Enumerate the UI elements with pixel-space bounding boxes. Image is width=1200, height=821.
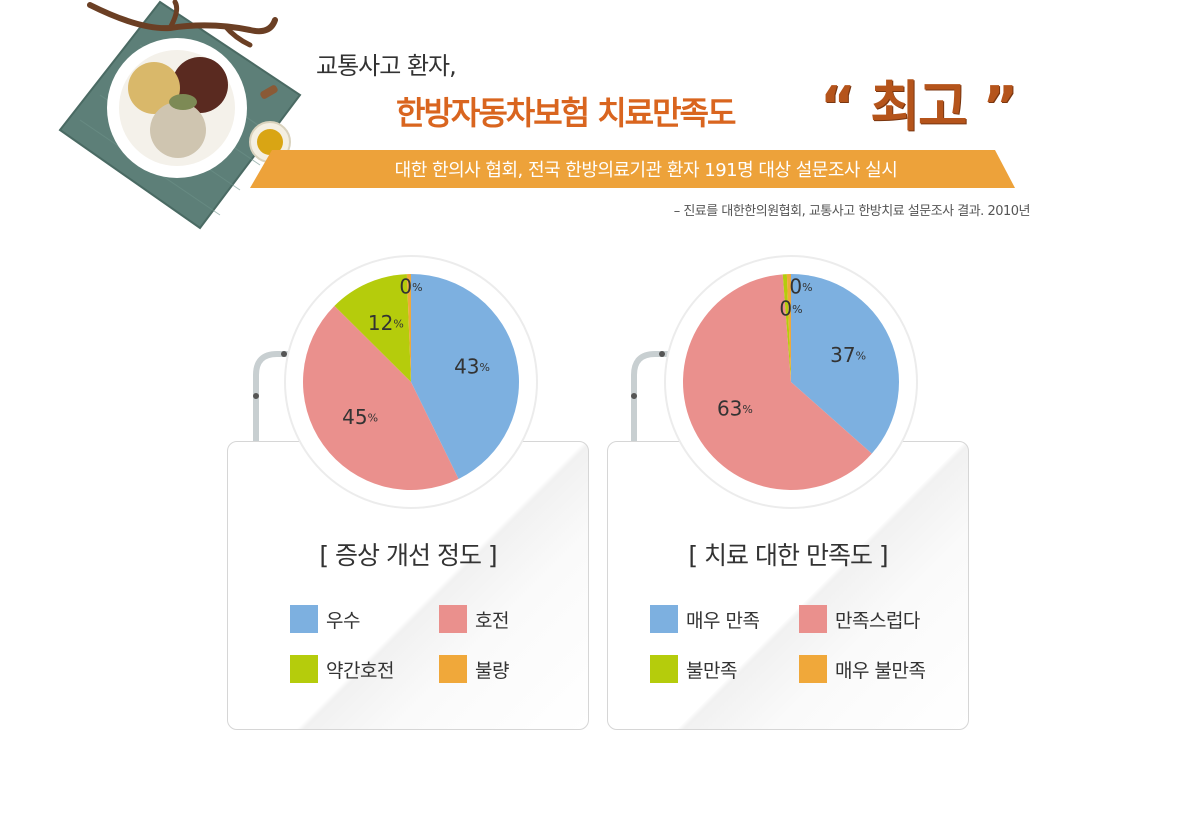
legend-swatch [439, 605, 467, 633]
legend-item: 불만족 [650, 655, 737, 683]
legend-label: 호전 [475, 609, 509, 632]
legend-item: 호전 [439, 605, 509, 633]
header-headline: 한방자동차보험 치료만족도 [396, 94, 736, 132]
legend-label: 우수 [326, 609, 360, 632]
pie-chart-satisfaction: 37%63%0%0% [664, 255, 918, 509]
chart-title: [ 증상 개선 정도 ] [319, 541, 497, 570]
legend-item: 만족스럽다 [799, 605, 920, 633]
legend-label: 약간호전 [326, 659, 394, 682]
pie-data-label: 0% [399, 275, 422, 299]
legend-swatch [650, 605, 678, 633]
legend-swatch [799, 655, 827, 683]
legend-item: 우수 [290, 605, 360, 633]
header-subtitle: 교통사고 환자, [316, 52, 457, 80]
legend-item: 약간호전 [290, 655, 394, 683]
legend-swatch [799, 605, 827, 633]
legend-item: 매우 불만족 [799, 655, 926, 683]
legend-swatch [290, 655, 318, 683]
chart-card-symptom: [ 증상 개선 정도 ] 우수 호전 약간호전 불량 [227, 441, 589, 730]
legend-label: 매우 만족 [686, 609, 760, 632]
pie-slice [786, 274, 791, 382]
pie-slice [791, 274, 899, 454]
herbal-medicine-illustration [58, 0, 302, 230]
legend-label: 만족스럽다 [835, 609, 920, 632]
legend-swatch [290, 605, 318, 633]
header-best-emphasis: “ 최고 ” [820, 75, 1018, 138]
legend-label: 불량 [475, 659, 509, 682]
banner-text: 대한 한의사 협회, 전국 한방의료기관 환자 191명 대상 설문조사 실시 [394, 160, 898, 181]
pie-data-label: 0% [779, 297, 802, 321]
legend-swatch [439, 655, 467, 683]
pie-slice [302, 305, 459, 490]
legend-item: 불량 [439, 655, 509, 683]
legend-swatch [650, 655, 678, 683]
pie-slice [334, 274, 411, 382]
pie-data-label: 0% [789, 275, 812, 299]
legend-label: 불만족 [686, 659, 737, 682]
legend-item: 매우 만족 [650, 605, 760, 633]
pie-slice [406, 274, 411, 382]
pie-slice [782, 274, 791, 382]
source-note: – 진료를 대한한의원협회, 교통사고 한방치료 설문조사 결과. 2010년 [673, 204, 1031, 219]
pie-chart-symptom: 43%45%12%0% [284, 255, 538, 509]
chart-title: [ 치료 대한 만족도 ] [688, 541, 888, 570]
pie-slice [683, 274, 872, 490]
banner-background [250, 150, 1015, 188]
legend-label: 매우 불만족 [835, 659, 926, 682]
pie-slice [411, 274, 520, 479]
